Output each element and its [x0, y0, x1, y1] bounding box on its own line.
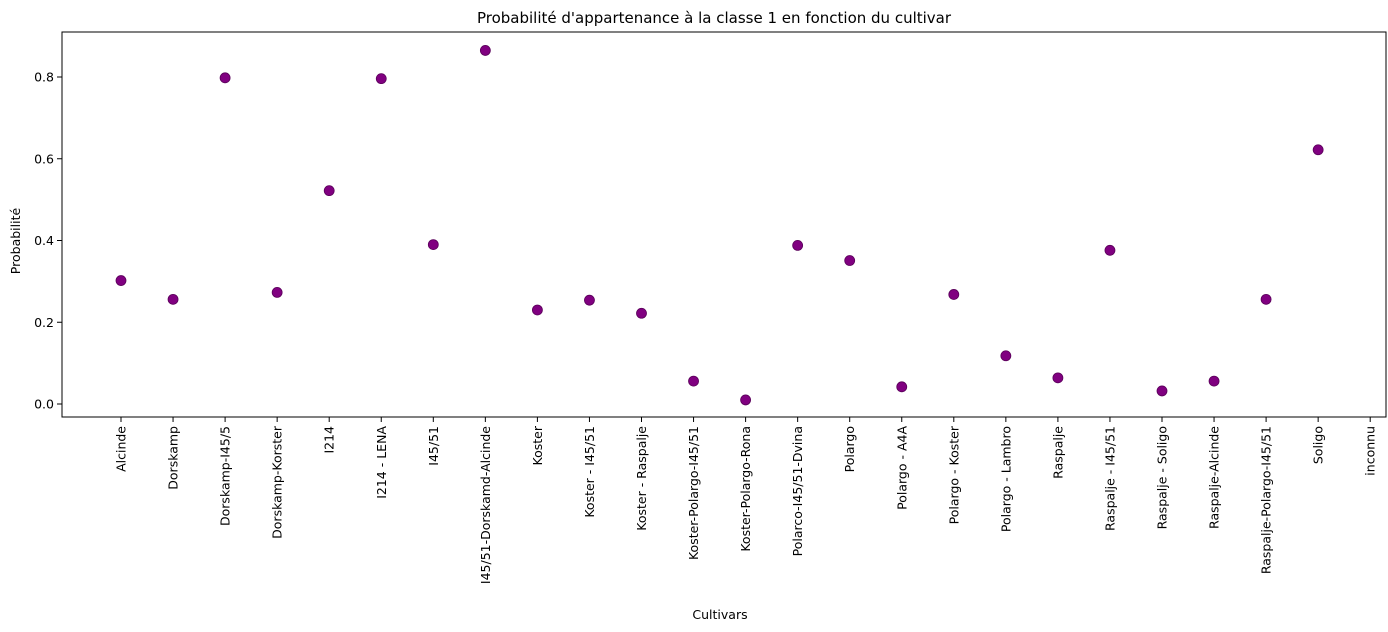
y-tick-label: 0.0 — [34, 397, 54, 412]
x-tick-label: I214 — [322, 426, 337, 454]
data-point — [1156, 385, 1168, 397]
data-point — [219, 72, 231, 84]
data-point — [1000, 350, 1012, 362]
data-point — [323, 185, 335, 197]
x-tick-label: I45/51 — [426, 426, 441, 466]
x-tick-label: I45/51-Dorskamd-Alcinde — [478, 426, 493, 584]
x-tick-label: Koster-Polargo-Rona — [738, 426, 753, 552]
data-point — [115, 275, 127, 286]
data-point — [844, 255, 856, 266]
x-tick-label: Dorskamp-Korster — [270, 425, 285, 539]
x-tick-label: Raspalje-Alcinde — [1207, 426, 1222, 529]
x-tick-label: Koster-Polargo-I45/51 — [686, 426, 701, 560]
data-point — [1312, 144, 1324, 156]
plot-area-frame — [61, 31, 1387, 418]
data-point — [792, 240, 804, 251]
data-points — [115, 45, 1324, 406]
y-axis: 0.0 0.2 0.4 0.6 0.8 — [34, 70, 62, 412]
data-point — [271, 287, 283, 298]
data-point — [1208, 375, 1220, 387]
x-tick-label: Dorskamp-I45/5 — [218, 426, 233, 526]
data-point — [948, 289, 960, 300]
y-tick-label: 0.2 — [34, 315, 54, 330]
x-tick-label: inconnu — [1363, 426, 1378, 476]
y-tick-label: 0.6 — [34, 151, 54, 166]
data-point — [479, 45, 491, 56]
x-axis: Alcinde Dorskamp Dorskamp-I45/5 Dorskamp-Ko… — [114, 417, 1378, 584]
data-point — [688, 375, 699, 387]
y-axis-label: Probabilité — [8, 208, 23, 275]
data-point — [532, 304, 543, 316]
data-point — [636, 307, 647, 319]
chart-title: Probabilité d'appartenance à la classe 1… — [477, 9, 952, 27]
x-tick-label: Alcinde — [114, 426, 129, 472]
data-point — [375, 73, 387, 85]
x-tick-label: Koster - I45/51 — [582, 426, 597, 518]
x-tick-label: Koster — [530, 425, 545, 465]
x-tick-label: Polargo — [842, 426, 857, 472]
data-point — [584, 294, 595, 306]
data-point — [167, 293, 179, 305]
x-tick-label: Polarco-I45/51-Dvina — [790, 426, 805, 556]
x-tick-label: Raspalje - Soligo — [1155, 426, 1170, 529]
y-tick-label: 0.8 — [34, 70, 54, 85]
y-tick-label: 0.4 — [34, 233, 54, 248]
data-point — [1052, 372, 1064, 384]
x-tick-label: Polargo - Koster — [946, 425, 961, 524]
data-point — [1260, 293, 1272, 305]
data-point — [427, 239, 439, 250]
x-tick-label: Koster - Raspalje — [634, 426, 649, 531]
x-tick-label: Raspalje-Polargo-I45/51 — [1259, 426, 1274, 574]
data-point — [740, 394, 751, 406]
x-tick-label: Polargo - Lambro — [998, 426, 1013, 532]
x-tick-label: Dorskamp — [166, 426, 181, 490]
x-tick-label: Raspalje - I45/51 — [1102, 426, 1117, 531]
data-point — [896, 381, 908, 393]
x-tick-label: Soligo — [1311, 426, 1326, 464]
data-point — [1104, 244, 1116, 256]
x-axis-label: Cultivars — [692, 607, 747, 622]
x-tick-label: I214 - LENA — [374, 426, 389, 499]
x-tick-label: Polargo - A4A — [894, 426, 909, 510]
x-tick-label: Raspalje — [1050, 426, 1065, 479]
